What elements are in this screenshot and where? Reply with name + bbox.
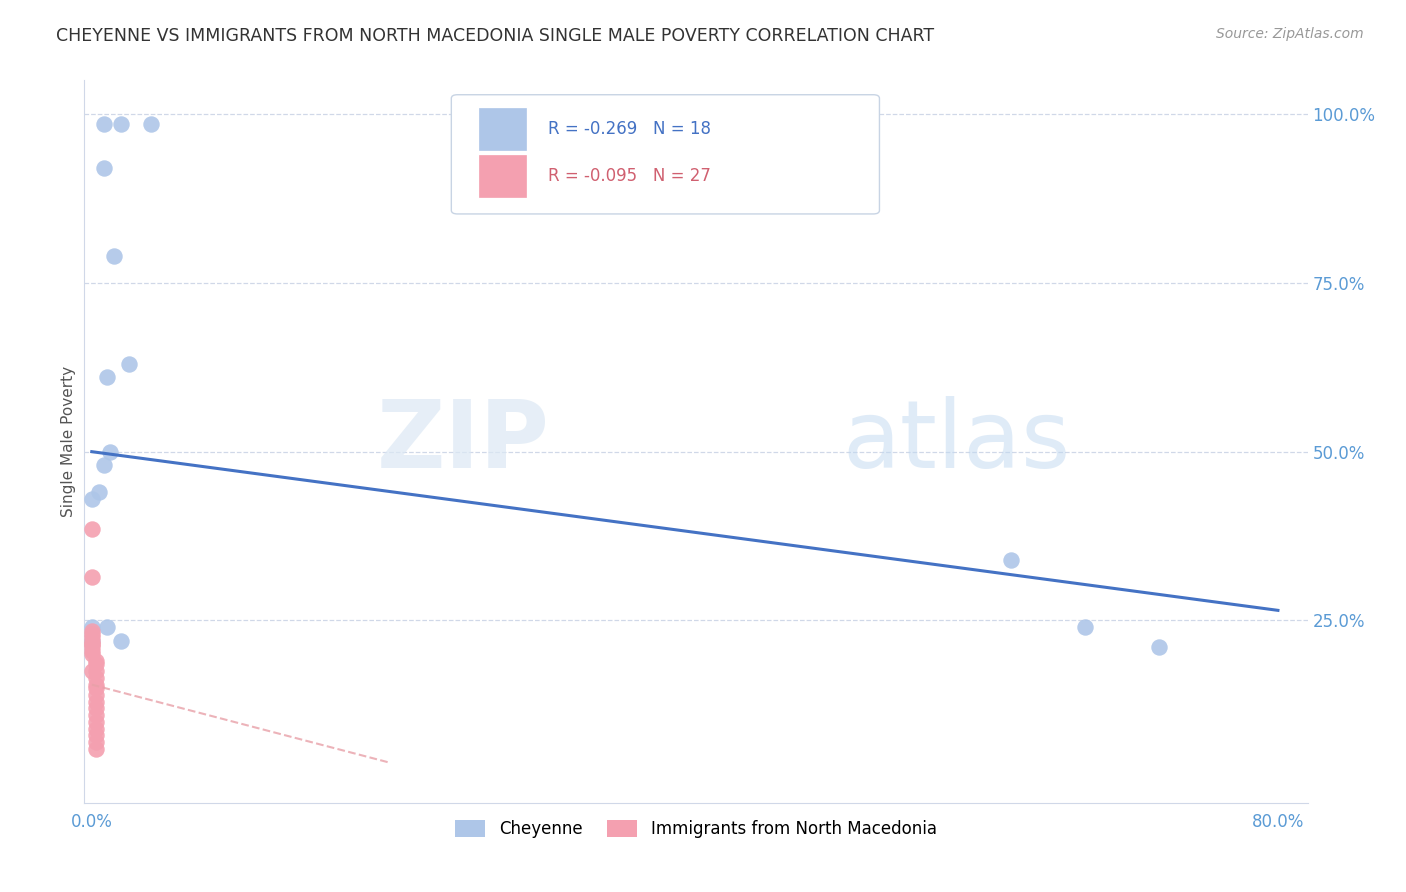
Point xyxy=(1149,640,1171,655)
Point xyxy=(80,631,103,645)
Point xyxy=(80,637,103,651)
Point xyxy=(84,694,107,708)
Point xyxy=(84,657,107,672)
Point xyxy=(93,161,115,175)
Point xyxy=(84,728,107,742)
Point xyxy=(80,637,103,651)
Point xyxy=(80,569,103,583)
Point xyxy=(1074,620,1097,634)
Point xyxy=(80,633,103,648)
Point xyxy=(84,701,107,715)
Point xyxy=(84,664,107,678)
Point xyxy=(98,444,121,458)
Bar xyxy=(479,155,526,197)
Point xyxy=(96,370,118,384)
Point xyxy=(80,620,103,634)
Point xyxy=(84,735,107,749)
Point xyxy=(110,117,132,131)
Point xyxy=(80,633,103,648)
Point xyxy=(84,708,107,723)
Point xyxy=(80,627,103,641)
Point xyxy=(93,117,115,131)
Legend: Cheyenne, Immigrants from North Macedonia: Cheyenne, Immigrants from North Macedoni… xyxy=(449,814,943,845)
Text: ZIP: ZIP xyxy=(377,395,550,488)
Point xyxy=(80,647,103,661)
Text: atlas: atlas xyxy=(842,395,1071,488)
Point xyxy=(89,485,111,500)
Point xyxy=(93,458,115,472)
Point xyxy=(110,633,132,648)
Bar xyxy=(479,108,526,150)
Text: CHEYENNE VS IMMIGRANTS FROM NORTH MACEDONIA SINGLE MALE POVERTY CORRELATION CHAR: CHEYENNE VS IMMIGRANTS FROM NORTH MACEDO… xyxy=(56,27,935,45)
Point xyxy=(84,671,107,685)
Point xyxy=(84,741,107,756)
Point xyxy=(80,664,103,678)
Point xyxy=(118,357,141,371)
Point xyxy=(139,117,162,131)
Point xyxy=(84,681,107,695)
Point xyxy=(80,491,103,506)
Point xyxy=(84,688,107,702)
Point xyxy=(80,640,103,655)
Text: R = -0.269   N = 18: R = -0.269 N = 18 xyxy=(548,120,711,137)
FancyBboxPatch shape xyxy=(451,95,880,214)
Text: Source: ZipAtlas.com: Source: ZipAtlas.com xyxy=(1216,27,1364,41)
Point xyxy=(80,644,103,658)
Point xyxy=(84,722,107,736)
Text: R = -0.095   N = 27: R = -0.095 N = 27 xyxy=(548,168,711,186)
Point xyxy=(96,620,118,634)
Point xyxy=(80,624,103,638)
Point xyxy=(80,522,103,536)
Point xyxy=(84,714,107,729)
Point xyxy=(84,654,107,668)
Point xyxy=(1000,552,1022,566)
Y-axis label: Single Male Poverty: Single Male Poverty xyxy=(60,366,76,517)
Point xyxy=(103,249,125,263)
Point xyxy=(84,678,107,692)
